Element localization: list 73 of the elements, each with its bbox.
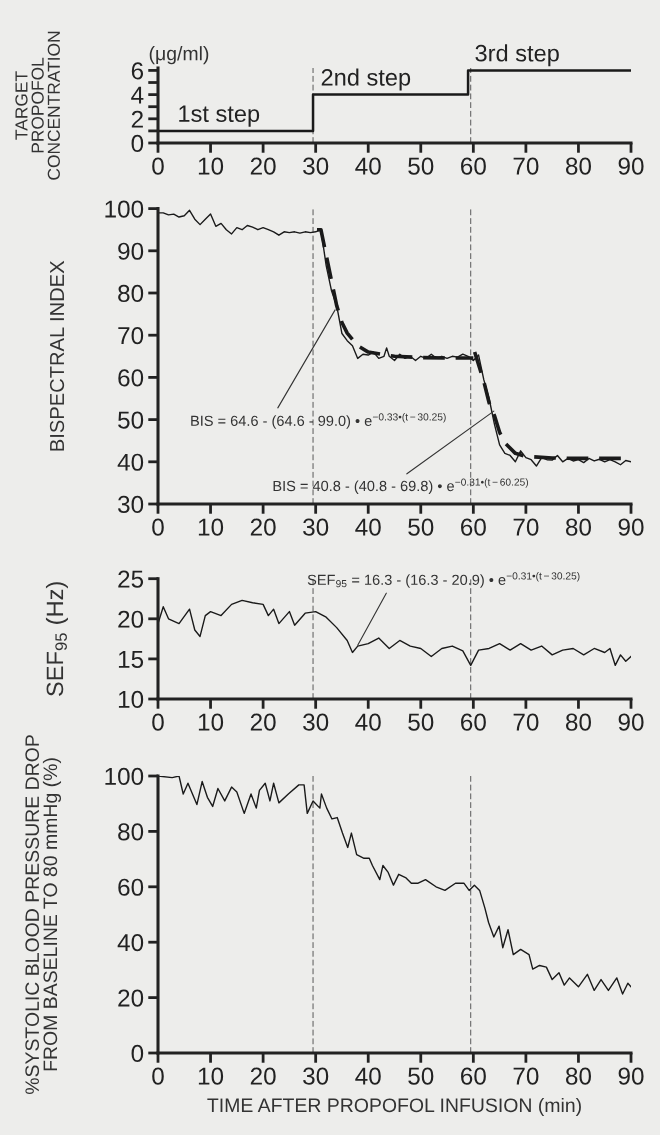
x-tick-label: 70 [513, 1067, 539, 1085]
y-tick-label: 0 [131, 134, 144, 153]
x-tick-label: 0 [152, 713, 164, 731]
x-tick-label: 60 [461, 157, 486, 175]
y-tick-label: 6 [131, 62, 144, 80]
y-tick-label: 100 [105, 767, 144, 786]
y-tick-label: 25 [118, 570, 144, 588]
x-tick-label: 10 [198, 1067, 224, 1085]
text: (μg/ml) [149, 46, 209, 65]
x-tick-label: 80 [565, 518, 592, 536]
x-tick-label: 70 [513, 713, 539, 731]
y-tick-label: 2 [131, 110, 143, 128]
x-tick-label: 40 [355, 713, 381, 731]
x-tick-label: 20 [250, 518, 276, 536]
y-tick-label: 40 [117, 934, 144, 952]
annotation: 2nd step [321, 68, 411, 91]
x-tick-label: 90 [618, 713, 644, 731]
y-tick-label: 30 [118, 495, 144, 514]
x-tick-label: 60 [461, 713, 486, 731]
x-tick-label: 50 [408, 157, 434, 175]
x-tick-label: 90 [618, 1067, 644, 1085]
x-tick-label: 60 [461, 1067, 486, 1085]
y-tick-label: 20 [118, 610, 144, 628]
y-tick-label: 4 [131, 86, 144, 104]
x-tick-label: 0 [152, 1067, 164, 1085]
y-tick-label: 10 [118, 690, 144, 709]
x-tick-label: 10 [198, 713, 224, 731]
y-axis-title: %SYSTOLIC BLOOD PRESSURE DROP FROM BASELINE TO 80 mmHg (%) [25, 735, 62, 1095]
x-tick-label: 0 [152, 518, 164, 536]
x-tick-label: 90 [618, 157, 644, 175]
x-tick-label: 80 [565, 157, 592, 175]
annotation: 1st step [179, 105, 260, 127]
y-axis-title: TARGET PROPOFOL CONCENTRATION [15, 31, 60, 180]
x-tick-label: 0 [152, 157, 164, 175]
x-tick-label: 80 [565, 1067, 592, 1085]
annotation: 3rd step [475, 44, 559, 67]
x-tick-label: 50 [408, 713, 434, 731]
x-tick-label: 60 [461, 518, 486, 536]
annotation: SEF$_{95}$ = 16.3 - (16.3 - 20.9) • e$^{−0.31•(t−30.25)}$ [307, 572, 580, 588]
x-tick-label: 70 [513, 157, 539, 175]
y-tick-label: 15 [118, 650, 144, 668]
x-axis-title: TIME AFTER PROPOFOL INFUSION (min) [207, 1097, 581, 1116]
x-tick-label: 10 [198, 157, 224, 175]
x-tick-label: 40 [355, 1067, 381, 1085]
x-tick-label: 20 [250, 1067, 276, 1085]
x-tick-label: 20 [250, 713, 276, 731]
y-tick-label: 40 [117, 453, 144, 471]
x-tick-label: 80 [565, 713, 592, 731]
x-tick-label: 40 [355, 518, 381, 536]
x-tick-label: 30 [303, 157, 329, 175]
y-axis-title: SEF$_{95}$ (Hz) [45, 582, 68, 696]
x-tick-label: 30 [303, 1067, 329, 1085]
y-tick-label: 70 [118, 327, 144, 345]
x-tick-label: 30 [303, 518, 329, 536]
x-tick-label: 10 [198, 518, 224, 536]
x-tick-label: 70 [513, 518, 539, 536]
y-tick-label: 20 [118, 989, 144, 1007]
y-axis-title: BISPECTRAL INDEX [49, 260, 65, 451]
x-tick-label: 40 [355, 157, 381, 175]
x-tick-label: 50 [408, 1067, 434, 1085]
x-tick-label: 20 [250, 157, 276, 175]
y-tick-label: 80 [118, 823, 144, 841]
annotation: BIS = 64.6 - (64.6 - 99.0) • e$^{−0.33•(t−30.25)}$ [191, 413, 446, 429]
y-tick-label: 50 [118, 411, 144, 429]
y-tick-label: 90 [118, 242, 144, 260]
x-tick-label: 30 [303, 713, 329, 731]
y-tick-label: 0 [131, 1044, 144, 1063]
y-tick-label: 100 [105, 200, 144, 218]
x-tick-label: 50 [408, 518, 434, 536]
y-tick-label: 80 [118, 284, 144, 303]
y-tick-label: 60 [118, 878, 144, 896]
y-tick-label: 60 [118, 369, 144, 387]
x-tick-label: 90 [618, 518, 644, 536]
